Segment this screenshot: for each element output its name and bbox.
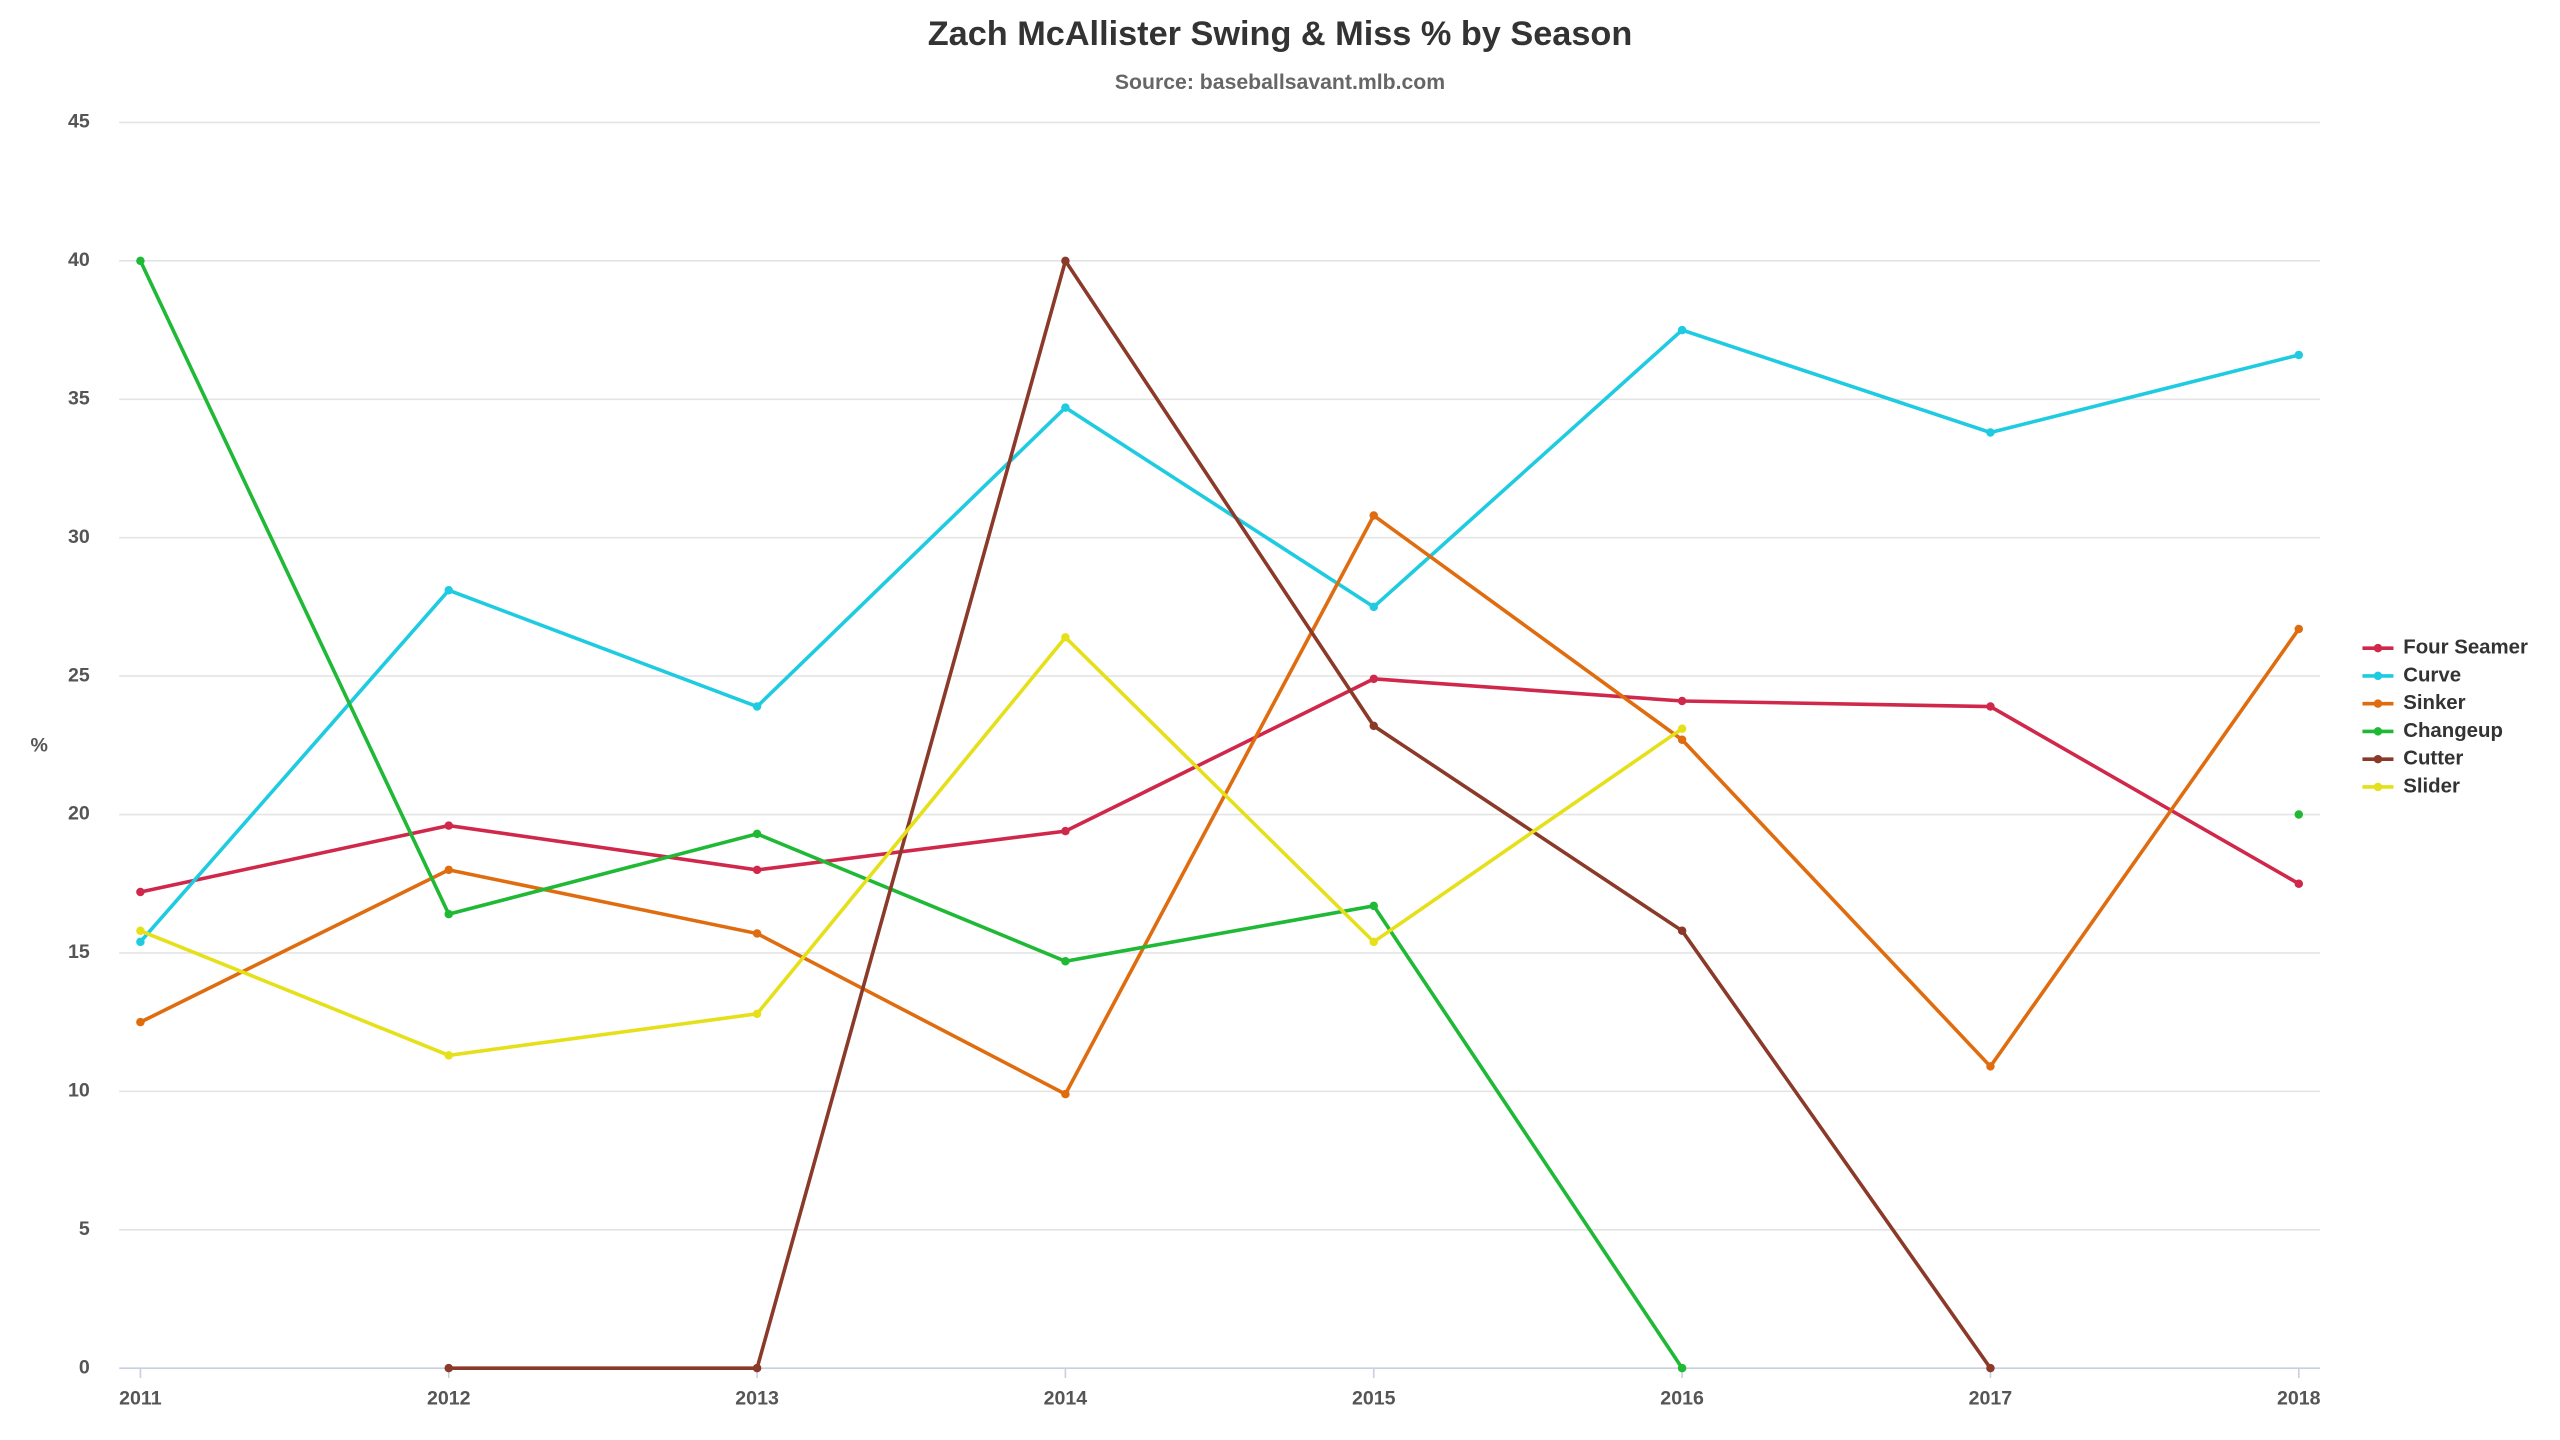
point-marker [136, 937, 145, 947]
chart-title: Zach McAllister Swing & Miss % by Season [928, 15, 1633, 53]
x-tick-label: 2011 [119, 1387, 162, 1409]
legend-marker [2373, 643, 2383, 653]
point-marker [752, 702, 762, 711]
legend-item[interactable]: Changeup [2362, 720, 2503, 742]
point-marker [1677, 926, 1687, 936]
point-marker [1677, 696, 1687, 706]
x-tick-label: 2017 [1969, 1387, 2013, 1409]
point-marker [444, 1363, 453, 1373]
x-tick-label: 2012 [427, 1387, 471, 1409]
series-line [139, 512, 2301, 1097]
point-marker [1061, 633, 1070, 642]
x-tick-label: 2018 [2277, 1387, 2321, 1409]
point-marker [752, 1009, 762, 1019]
point-marker [1061, 956, 1070, 966]
point-marker [2294, 350, 2304, 360]
point-marker [136, 1017, 145, 1027]
legend-label: Four Seamer [2403, 637, 2528, 659]
point-marker [2294, 624, 2304, 634]
legend-label: Changeup [2403, 720, 2503, 742]
y-tick-label: 45 [68, 111, 90, 133]
point-marker [136, 256, 145, 266]
point-marker [1369, 721, 1379, 731]
legend-marker [2373, 699, 2383, 708]
point-marker [1677, 325, 1687, 335]
point-marker [1986, 428, 1995, 437]
point-marker [1369, 511, 1379, 520]
point-marker [444, 586, 453, 595]
legend-item[interactable]: Curve [2362, 664, 2461, 686]
legend-marker [2373, 727, 2383, 736]
y-tick-label: 10 [68, 1080, 90, 1102]
point-marker [752, 865, 762, 875]
point-marker [752, 1363, 762, 1373]
chart-subtitle: Source: baseballsavant.mlb.com [1115, 71, 1445, 94]
point-marker [2294, 810, 2304, 819]
point-marker [2294, 879, 2304, 888]
point-marker [1061, 826, 1070, 836]
y-tick-label: 40 [68, 249, 90, 271]
legend-item[interactable]: Slider [2362, 775, 2460, 797]
point-marker [1369, 674, 1379, 684]
series-line [139, 328, 2300, 944]
y-tick-label: 30 [68, 526, 90, 548]
series-line [140, 677, 2300, 894]
legend-item[interactable]: Four Seamer [2362, 637, 2528, 659]
point-marker [752, 929, 762, 938]
y-tick-label: 35 [68, 387, 90, 409]
legend-item[interactable]: Cutter [2362, 748, 2463, 770]
point-marker [1986, 702, 1995, 711]
point-marker [444, 909, 453, 919]
point-marker [444, 865, 453, 875]
x-tick-label: 2015 [1352, 1387, 1396, 1409]
point-marker [1369, 901, 1379, 911]
point-marker [1986, 1062, 1995, 1071]
point-marker [1677, 1363, 1687, 1373]
legend-item[interactable]: Sinker [2362, 692, 2466, 714]
y-tick-label: 25 [68, 664, 90, 686]
series-line [139, 634, 1684, 1058]
point-marker [1061, 256, 1070, 266]
point-marker [1369, 602, 1379, 612]
legend-marker [2373, 754, 2383, 764]
x-tick-label: 2016 [1660, 1387, 1704, 1409]
point-marker [136, 887, 145, 897]
point-marker [444, 821, 453, 830]
point-marker [136, 926, 145, 936]
y-tick-label: 5 [79, 1218, 90, 1240]
y-tick-label: 20 [68, 803, 90, 825]
legend-label: Cutter [2403, 748, 2463, 770]
point-marker [1677, 724, 1687, 733]
point-marker [1677, 735, 1687, 745]
y-tick-label: 15 [68, 941, 90, 963]
point-marker [1369, 937, 1379, 947]
y-axis-label: % [30, 734, 47, 756]
series-line [448, 256, 1992, 1370]
legend-marker [2373, 782, 2383, 792]
point-marker [1061, 403, 1070, 412]
point-marker [1061, 1089, 1070, 1099]
point-marker [752, 829, 762, 839]
x-tick-label: 2013 [735, 1387, 779, 1409]
legend-marker [2373, 671, 2383, 681]
y-tick-label: 0 [79, 1356, 90, 1378]
legend-label: Curve [2403, 664, 2461, 686]
point-marker [1986, 1363, 1995, 1373]
point-marker [444, 1051, 453, 1060]
x-tick-label: 2014 [1044, 1387, 1088, 1409]
legend-label: Sinker [2403, 692, 2465, 714]
legend-label: Slider [2403, 775, 2460, 797]
